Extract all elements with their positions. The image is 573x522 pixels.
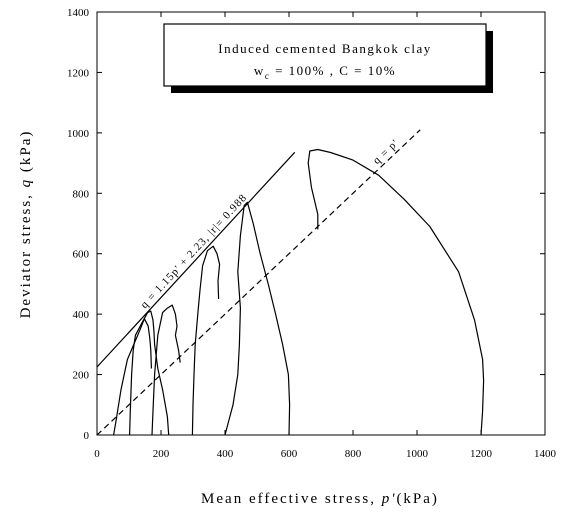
x-tick-label: 0 [94,448,100,460]
y-tick-label: 400 [73,309,90,321]
y-axis-title-prefix: Deviator stress, [18,187,34,318]
tick-labels: 0 200 400 600 800 1000 1200 1400 0 200 400 600 800 10… [67,7,557,460]
failure-line-label: q = 1.15p' + 2.23, |r|= 0.988 [138,192,249,311]
x-axis-title: Mean effective stress, p'(kPa) [201,491,439,507]
x-tick-label: 400 [217,448,234,460]
legend-wc-value: = 100% , C = 10% [270,63,396,78]
legend-params: wc = 100% , C = 10% [254,63,396,81]
x-tick-label: 1200 [470,448,493,460]
y-tick-label: 600 [73,249,90,261]
x-axis-title-prefix: Mean effective stress, [201,491,382,507]
y-tick-label: 200 [73,370,90,382]
legend-panel [163,23,487,87]
stress-paths [113,148,485,436]
stress-path-3 [151,304,181,436]
legend-wc-subscript: c [265,71,271,81]
legend-box: Induced cemented Bangkok clay wc = 100% … [163,23,493,93]
stress-path-2 [129,310,170,436]
plot-frame [96,11,546,436]
x-tick-label: 200 [153,448,170,460]
reference-lines [96,129,421,436]
y-axis-title: Deviator stress, q (kPa) [18,130,34,319]
x-axis-title-unit: (kPa) [396,491,439,507]
stress-path-1 [113,318,152,436]
stress-path-6 [307,148,485,436]
y-tick-label: 800 [73,188,90,200]
y-axis-title-unit: (kPa) [18,130,34,178]
y-tick-label: 1400 [67,7,90,19]
y-tick-label: 1200 [67,67,90,79]
y-tick-label: 1000 [67,128,90,140]
x-tick-label: 1000 [406,448,429,460]
stress-path-5 [224,201,291,436]
y-axis-title-var: q [18,178,34,188]
stress-path-4 [191,245,221,436]
x-tick-label: 600 [281,448,298,460]
failure-line [96,151,296,368]
y-tick-label: 0 [84,430,90,442]
x-tick-label: 800 [345,448,362,460]
legend-title: Induced cemented Bangkok clay [218,41,432,56]
legend-wc-symbol: w [254,63,265,78]
q-equals-p-line [96,129,421,436]
x-tick-label: 1400 [534,448,557,460]
x-axis-title-var: p' [381,491,397,507]
